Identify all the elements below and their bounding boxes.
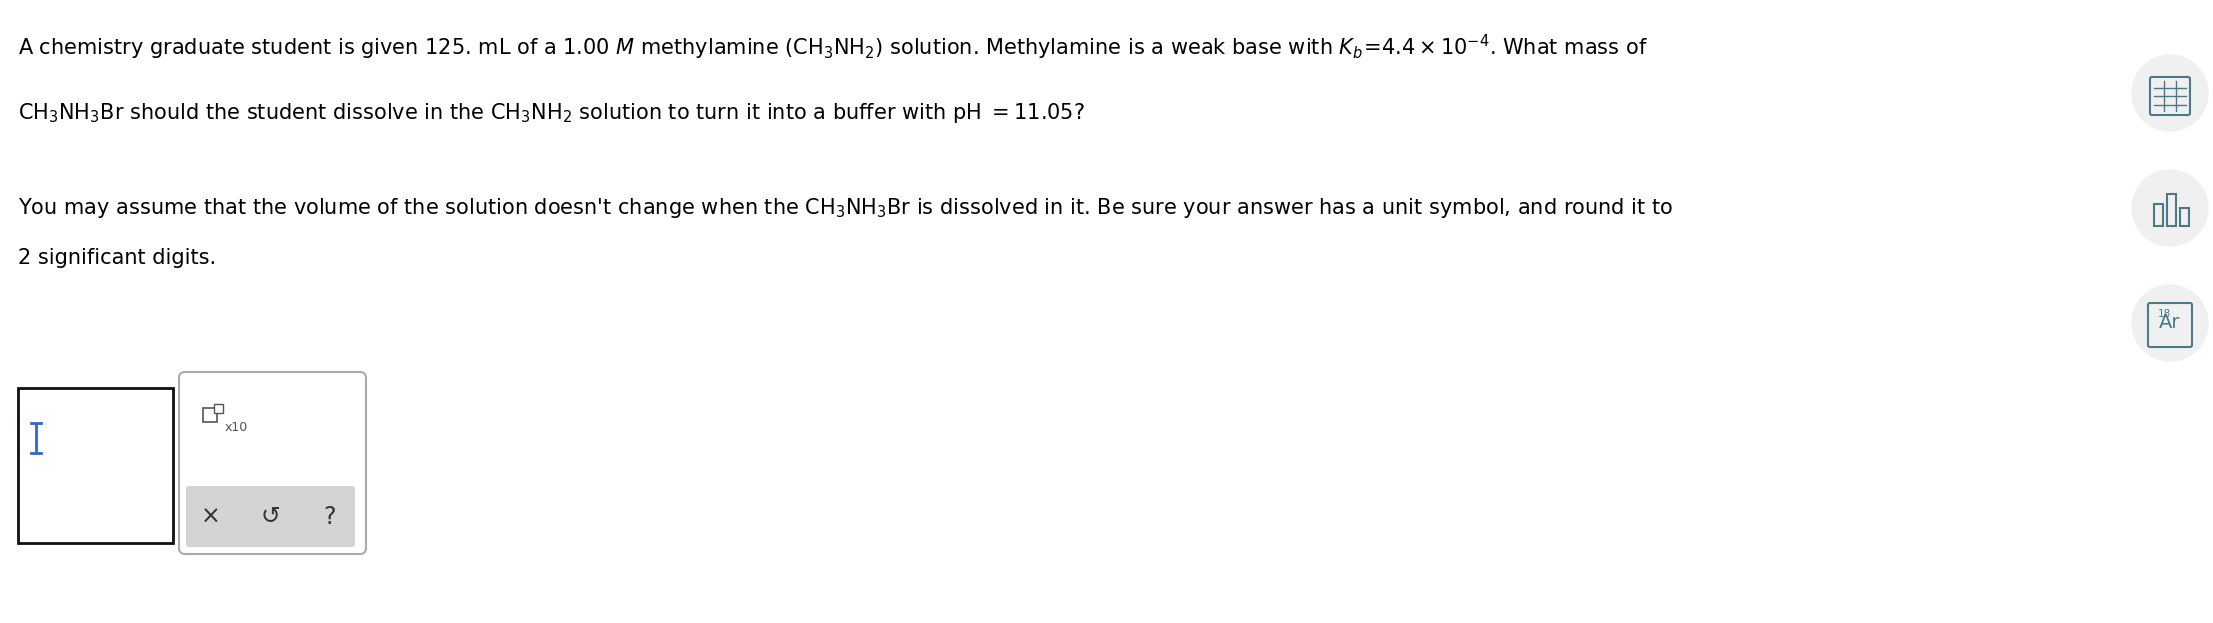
- Circle shape: [2131, 285, 2209, 361]
- Circle shape: [2131, 170, 2209, 246]
- Bar: [204, 408, 217, 422]
- Text: ×: ×: [201, 505, 221, 528]
- Text: ↺: ↺: [261, 505, 281, 528]
- Text: A chemistry graduate student is given 125. mL of a 1.00 $\mathit{M}$ methylamine: A chemistry graduate student is given 12…: [18, 33, 1649, 62]
- Text: Ar: Ar: [2160, 313, 2180, 333]
- FancyBboxPatch shape: [179, 372, 365, 554]
- Text: 2 significant digits.: 2 significant digits.: [18, 248, 217, 268]
- Text: ?: ?: [323, 505, 336, 528]
- Bar: [18, 388, 173, 543]
- Text: 18: 18: [2158, 309, 2171, 319]
- Text: You may assume that the volume of the solution doesn't change when the $\mathrm{: You may assume that the volume of the so…: [18, 196, 1673, 220]
- Text: x10: x10: [226, 421, 248, 434]
- Circle shape: [2131, 55, 2209, 131]
- Text: $\mathrm{CH_3NH_3Br}$ should the student dissolve in the $\mathrm{CH_3NH_2}$ sol: $\mathrm{CH_3NH_3Br}$ should the student…: [18, 101, 1084, 125]
- FancyBboxPatch shape: [186, 486, 354, 547]
- Bar: [215, 404, 224, 413]
